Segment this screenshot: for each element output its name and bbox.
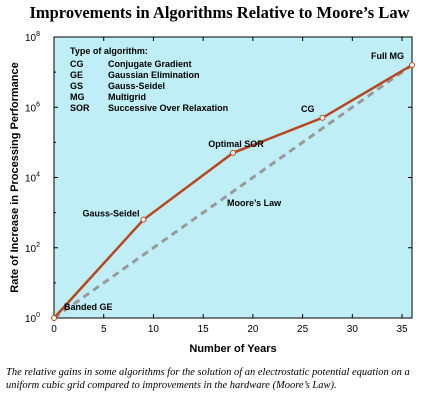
y-tick-label: 108 [25,31,40,44]
figure-caption: The relative gains in some algorithms fo… [6,367,410,391]
data-point [230,149,236,156]
y-tick-base: 10 [25,244,37,255]
legend-abbr: GE [70,70,83,80]
data-point [51,315,57,321]
x-tick-label: 25 [297,324,309,335]
x-tick-label: 30 [347,324,359,335]
legend-title: Type of algorithm: [70,46,148,56]
x-tick-label: 0 [51,324,57,335]
legend-abbr: MG [70,92,85,102]
point-label: CG [301,104,315,114]
y-tick-base: 10 [25,103,37,114]
y-tick-label: 102 [25,242,40,255]
x-tick-label: 35 [396,324,408,335]
point-label: Full MG [371,51,404,61]
legend-abbr: CG [70,59,84,69]
y-tick-label: 100 [25,312,40,325]
y-tick-exponent: 2 [36,242,40,249]
x-axis-label: Number of Years [189,343,276,355]
legend-name: Conjugate Gradient [108,59,192,69]
x-tick-label: 20 [247,324,259,335]
data-point [319,114,326,121]
legend-name: Successive Over Relaxation [108,103,228,113]
data-point [140,216,147,223]
legend-abbr: SOR [70,103,90,113]
y-tick-base: 10 [25,314,37,325]
plot-area [53,36,413,319]
y-tick-label: 106 [25,101,40,114]
y-tick-exponent: 0 [36,312,40,319]
point-label: Gauss-Seidel [82,209,139,219]
x-tick-label: 5 [101,324,107,335]
legend-name: Gauss-Seidel [108,81,165,91]
y-tick-exponent: 4 [36,172,40,179]
moores-law-label: Moore’s Law [227,198,282,208]
legend-abbr: GS [70,81,83,91]
y-tick-label: 104 [25,172,40,185]
chart-title: Improvements in Algorithms Relative to M… [29,3,410,22]
y-tick-base: 10 [25,174,37,185]
legend-name: Multigrid [108,92,146,102]
x-tick-label: 15 [198,324,210,335]
legend-name: Gaussian Elimination [108,70,200,80]
y-tick-exponent: 8 [36,31,40,38]
y-tick-exponent: 6 [36,101,40,108]
point-label: Banded GE [64,302,113,312]
x-tick-label: 10 [148,324,160,335]
moores-law-line [53,63,413,320]
y-tick-base: 10 [25,33,37,44]
data-point [409,62,415,69]
point-label: Optimal SOR [208,139,264,149]
y-axis-label: Rate of Increase in Processing Performan… [9,62,21,292]
